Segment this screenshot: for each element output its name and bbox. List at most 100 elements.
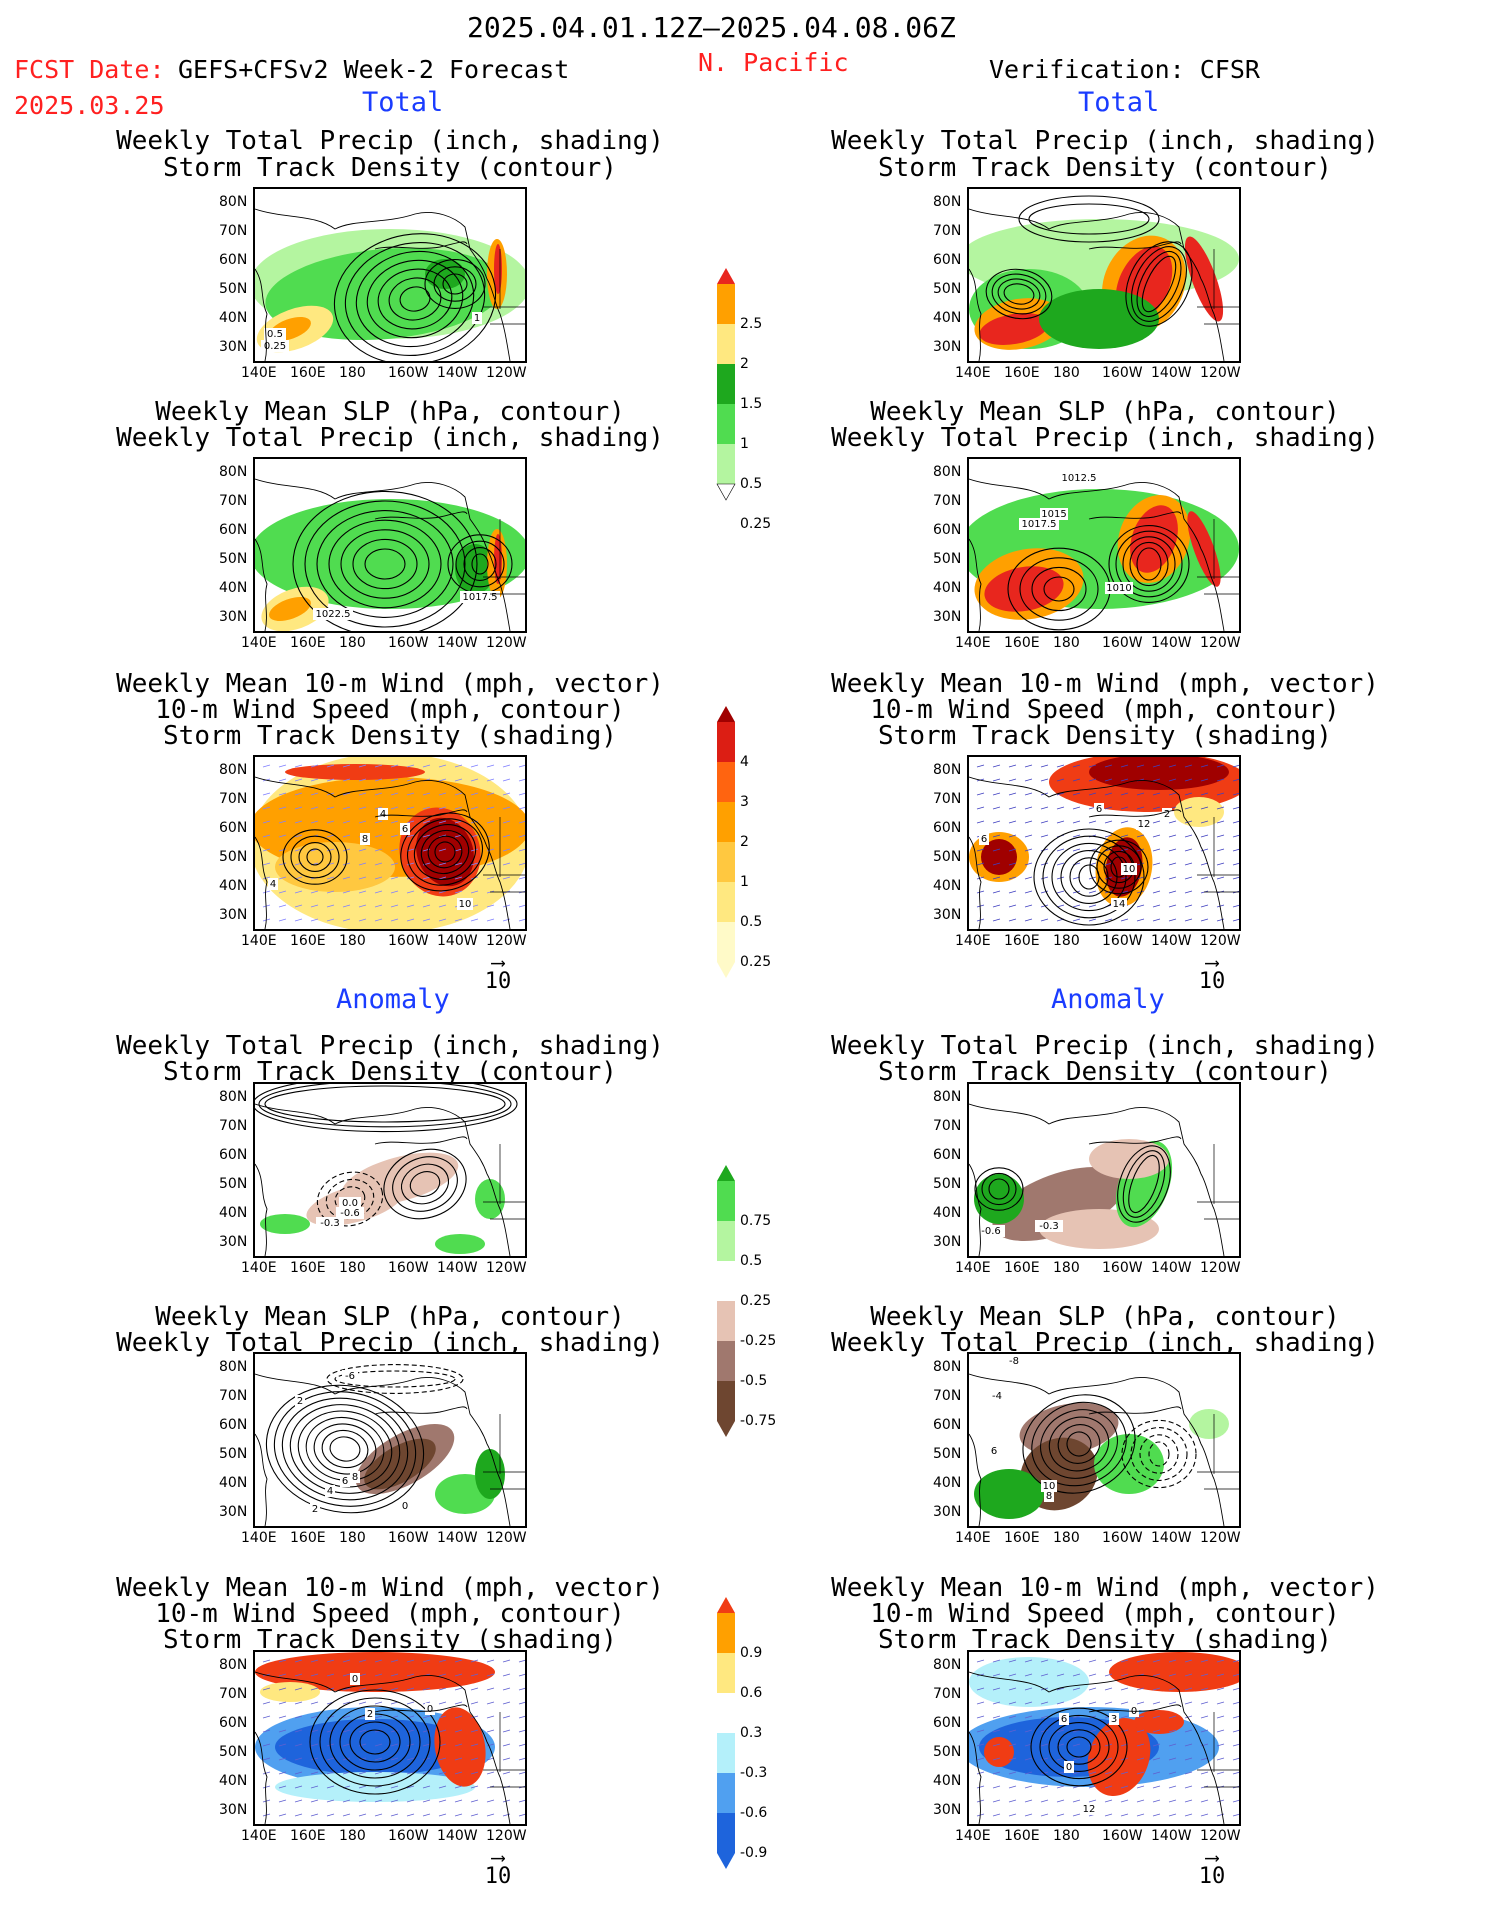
wind-vector — [1072, 1771, 1081, 1775]
lon-tick-label: 120W — [486, 1530, 527, 1546]
wind-vector — [1200, 1715, 1209, 1719]
wind-vector — [1184, 862, 1193, 866]
contour-line — [981, 1172, 1017, 1206]
colorbar-tick-label: 0.6 — [740, 1685, 763, 1701]
shading-region — [435, 1234, 485, 1254]
contour-label-box — [264, 328, 286, 340]
lon-tick-label: 140E — [241, 1828, 277, 1844]
wind-vector — [1136, 890, 1145, 894]
wind-vector — [1024, 1673, 1033, 1677]
title-r4l-a: Weekly Total Precip (inch, shading) — [116, 1031, 664, 1061]
wind-vector — [438, 1687, 447, 1691]
lon-tick-label: 140W — [1151, 1260, 1192, 1276]
contour-label: 6 — [402, 824, 408, 835]
title-r3l-a: Weekly Mean 10-m Wind (mph, vector) — [116, 669, 664, 699]
contour-line — [1122, 536, 1176, 592]
wind-vector — [342, 820, 351, 824]
contour-line — [316, 1171, 384, 1227]
lon-tick-label: 120W — [486, 1260, 527, 1276]
wind-vector — [1136, 1785, 1145, 1789]
wind-vector — [422, 890, 431, 894]
wind-vector — [374, 1659, 383, 1663]
wind-vector — [358, 792, 367, 796]
colorbar-segment — [717, 882, 735, 922]
wind-vector — [278, 890, 287, 894]
contour-label: -8 — [1009, 1356, 1019, 1367]
wind-vector — [1040, 890, 1049, 894]
vector-key-label: 10 — [484, 969, 512, 994]
contour-label: 1010 — [1106, 583, 1131, 594]
wind-vector — [1008, 1687, 1017, 1691]
vector-key-r6r: ⟶ 10 — [1187, 1847, 1237, 1889]
lat-tick-label: 80N — [933, 762, 962, 778]
title-r6l-a: Weekly Mean 10-m Wind (mph, vector) — [116, 1573, 664, 1603]
wind-vector — [326, 848, 335, 852]
colorbar-svg — [717, 706, 735, 978]
wind-vector — [1232, 834, 1239, 838]
wind-vector — [1216, 1757, 1225, 1761]
wind-vector — [390, 1729, 399, 1733]
wind-vector — [976, 876, 985, 880]
wind-vector — [454, 1813, 463, 1817]
wind-vector — [294, 764, 303, 768]
contour-line — [340, 529, 430, 599]
wind-vector — [438, 820, 447, 824]
wind-vector — [1120, 1701, 1129, 1705]
wind-vector — [454, 1729, 463, 1733]
coastline — [374, 1406, 468, 1415]
contour-label: 12 — [1083, 1804, 1096, 1815]
wind-vector — [1056, 792, 1065, 796]
wind-vector — [1136, 1715, 1145, 1719]
wind-vector — [390, 1771, 399, 1775]
wind-vector — [358, 778, 367, 782]
shading-region — [475, 1449, 505, 1499]
wind-vector — [1168, 1785, 1177, 1789]
wind-vector — [1104, 1785, 1113, 1789]
contour-line — [1130, 1427, 1188, 1481]
contour-line — [1117, 1145, 1171, 1223]
coastline — [255, 836, 268, 929]
lat-tick-label: 40N — [219, 1205, 248, 1221]
wind-vector — [1200, 904, 1209, 908]
wind-vector — [1232, 1771, 1239, 1775]
colorbar-segment — [717, 1613, 735, 1653]
wind-vector — [310, 1701, 319, 1705]
colorbar-precip-anomaly — [714, 1165, 774, 1479]
wind-vector — [1104, 792, 1113, 796]
coastline — [969, 1433, 982, 1526]
wind-vector — [374, 1785, 383, 1789]
wind-vector — [1072, 820, 1081, 824]
contour-line — [1042, 835, 1136, 919]
contour-label-box — [1081, 1803, 1097, 1815]
wind-vector — [1120, 1715, 1129, 1719]
wind-vector — [976, 806, 985, 810]
wind-vector — [1008, 792, 1017, 796]
shading-region — [341, 1152, 459, 1206]
lon-tick-label: 140E — [241, 635, 277, 651]
wind-vector — [502, 1715, 511, 1719]
coastline — [374, 511, 468, 520]
wind-vector — [1088, 1799, 1097, 1803]
wind-vector — [1104, 806, 1113, 810]
contour-line — [1129, 541, 1169, 587]
wind-vector — [1008, 876, 1017, 880]
wind-vector — [278, 876, 287, 880]
wind-vector — [454, 1743, 463, 1747]
wind-vector — [1024, 848, 1033, 852]
wind-vector — [1040, 1701, 1049, 1705]
wind-vector — [1168, 792, 1177, 796]
coastline — [1088, 1704, 1182, 1713]
lat-tick-label: 80N — [933, 464, 962, 480]
wind-vector — [1184, 1715, 1193, 1719]
wind-vector — [390, 1659, 399, 1663]
wind-vector — [1104, 1771, 1113, 1775]
wind-vector — [1168, 904, 1177, 908]
wind-vector — [390, 1687, 399, 1691]
wind-vector — [310, 1715, 319, 1719]
contour-line — [1033, 828, 1145, 926]
contour-line — [321, 1429, 369, 1469]
wind-vector — [438, 778, 447, 782]
wind-vector — [1104, 1687, 1113, 1691]
lat-tick-label: 70N — [219, 223, 248, 239]
wind-vector — [294, 1757, 303, 1761]
